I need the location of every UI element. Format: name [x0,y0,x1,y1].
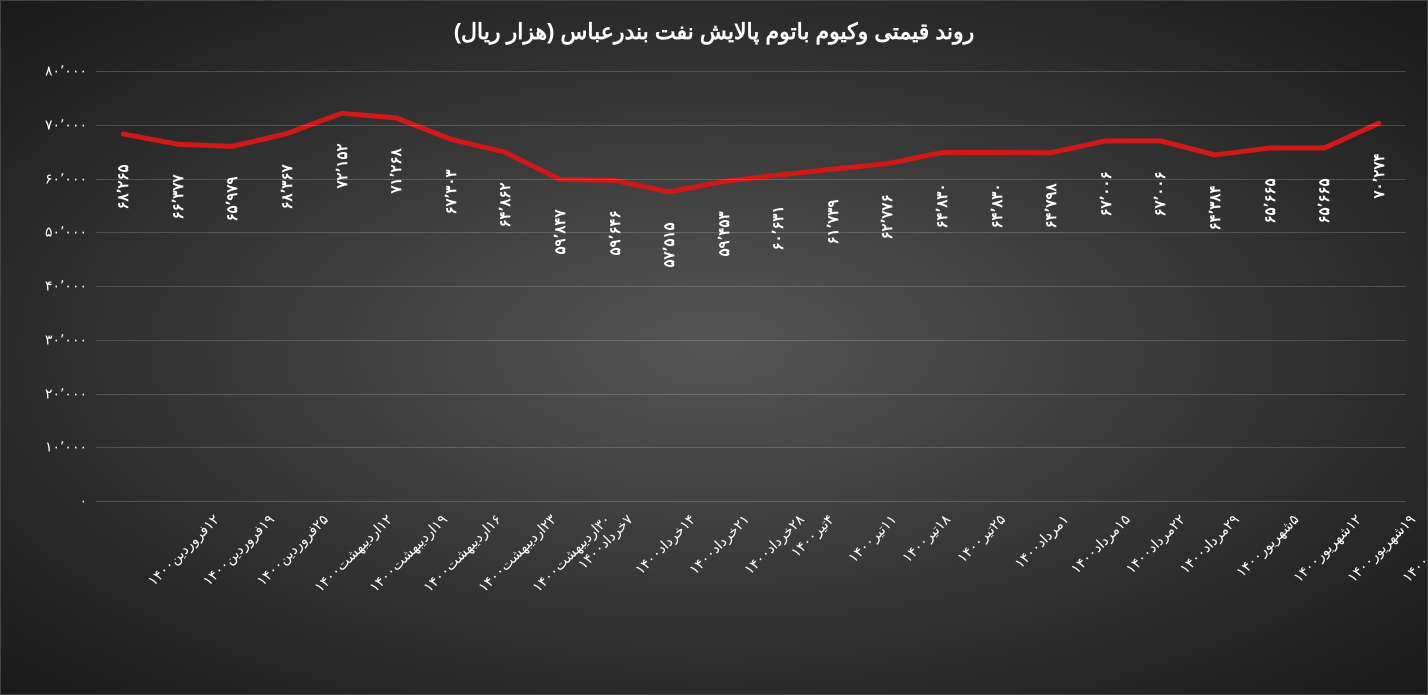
y-tick-label: ۸۰٬۰۰۰ [7,63,87,80]
data-point-label: ۷۰٬۲۷۴ [1370,154,1388,199]
data-point-label: ۷۱٬۲۶۸ [387,148,405,193]
plot-area: ۶۸٬۲۶۵ ۶۶٬۳۷۷ ۶۵٬۹۷۹ ۶۸٬۳۶۷ ۷۲٬۱۵۲ ۷۱٬۲۶۸ ۶۷٬۳… [96,71,1406,501]
chart-title: روند قیمتی وکیوم باتوم پالایش نفت بندرعب… [1,19,1427,45]
data-point-label: ۶۸٬۲۶۵ [114,165,132,210]
x-tick-label: ۱۱تیر۱۴۰۰ [845,511,900,566]
data-point-label: ۶۷٬۰۰۶ [1151,171,1169,216]
gridline [96,286,1406,287]
data-point-label: ۵۹٬۴۵۳ [715,212,733,257]
y-tick-label: ۲۰٬۰۰۰ [7,385,87,402]
gridline [96,447,1406,448]
gridline [96,71,1406,72]
y-tick-label: ۵۰٬۰۰۰ [7,224,87,241]
data-point-label: ۶۵٬۶۶۵ [1315,179,1333,224]
gridline [96,232,1406,233]
x-tick-label: ۱مرداد۱۴۰۰ [1011,511,1072,572]
data-point-label: ۶۷٬۳۰۳ [442,170,460,215]
data-point-label: ۶۵٬۶۶۵ [1261,179,1279,224]
data-point-label: ۶۵٬۹۷۹ [223,177,241,222]
y-tick-label: ۱۰٬۰۰۰ [7,439,87,456]
data-point-label: ۵۷٬۵۱۵ [660,222,678,267]
y-tick-label: ۴۰٬۰۰۰ [7,278,87,295]
data-point-label: ۶۸٬۳۶۷ [278,164,296,209]
data-point-label: ۶۰٬۶۳۱ [769,206,787,251]
data-point-label: ۶۷٬۰۰۶ [1097,171,1115,216]
y-tick-label: ۳۰٬۰۰۰ [7,331,87,348]
data-point-label: ۵۹٬۸۴۷ [551,210,569,255]
data-point-label: ۶۲٬۷۷۶ [878,194,896,239]
y-tick-label: ۶۰٬۰۰۰ [7,170,87,187]
data-point-label: ۷۲٬۱۵۲ [333,144,351,189]
y-tick-label: ۷۰٬۰۰۰ [7,116,87,133]
data-point-label: ۶۴٬۸۳۰ [933,183,951,228]
chart-container: روند قیمتی وکیوم باتوم پالایش نفت بندرعب… [0,0,1428,695]
data-point-label: ۶۶٬۳۷۷ [169,175,187,220]
y-tick-label: ۰ [7,493,87,510]
x-tick-label: ۲۵تیر۱۴۰۰ [954,511,1009,566]
data-point-label: ۶۴٬۸۳۰ [988,183,1006,228]
x-tick-label: ۱۸تیر۱۴۰۰ [899,511,954,566]
data-point-label: ۶۴٬۸۶۲ [496,183,514,228]
data-point-label: ۶۴٬۷۹۸ [1042,183,1060,228]
gridline [96,125,1406,126]
data-point-label: ۶۴٬۳۸۴ [1206,185,1224,230]
gridline [96,340,1406,341]
data-point-label: ۵۹٬۶۴۶ [606,211,624,256]
data-point-label: ۶۱٬۷۳۹ [824,200,842,245]
gridline [96,501,1406,502]
gridline [96,394,1406,395]
